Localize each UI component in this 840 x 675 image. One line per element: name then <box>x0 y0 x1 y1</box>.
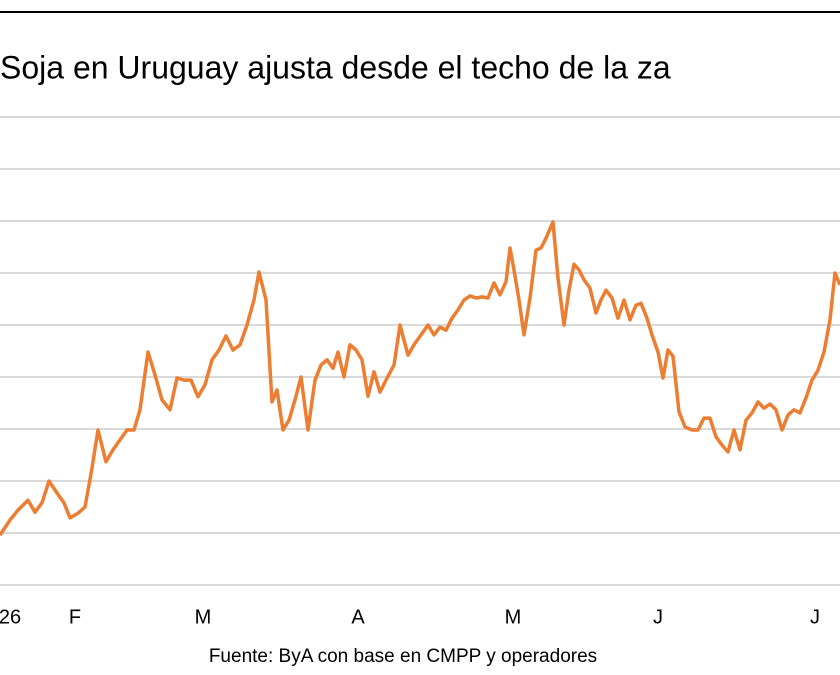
x-tick-label: F <box>69 606 81 628</box>
source-note: Fuente: ByA con base en CMPP y operadore… <box>209 646 597 667</box>
x-tick-label: J <box>653 606 663 628</box>
plot <box>0 220 840 537</box>
x-tick-label: J <box>810 606 820 628</box>
chart-title: Soja en Uruguay ajusta desde el techo de… <box>0 49 671 85</box>
x-tick-label: A <box>351 606 365 628</box>
x-tick-label: M <box>505 606 522 628</box>
x-tick-label: M <box>195 606 212 628</box>
series-line <box>0 220 840 537</box>
x-tick-label: 26 <box>0 606 21 628</box>
grid <box>0 116 840 586</box>
